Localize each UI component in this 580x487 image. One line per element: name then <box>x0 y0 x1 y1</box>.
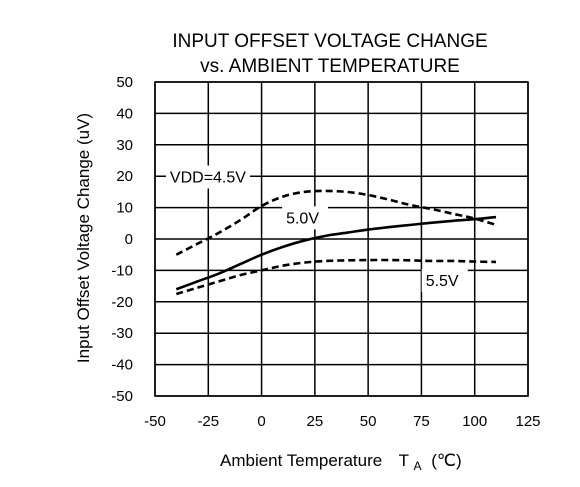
y-tick-label: -20 <box>111 294 133 311</box>
x-axis-unit: (℃) <box>431 451 461 470</box>
plot-area-frame <box>154 81 529 397</box>
y-tick-label: 0 <box>125 231 133 248</box>
y-tick-label: 40 <box>116 105 133 122</box>
x-tick-label: 50 <box>360 413 377 430</box>
series-labels: VDD=4.5V 5.0V 5.5V <box>165 165 468 293</box>
y-axis-label: Input Offset Voltage Change (uV) <box>74 113 93 363</box>
series-lines <box>175 189 497 296</box>
x-tick-labels: -50 -25 0 25 50 75 100 125 <box>144 413 540 430</box>
x-axis-subscript: A <box>413 459 421 473</box>
x-axis-label-text: Ambient Temperature <box>220 451 382 470</box>
series-label: VDD=4.5V <box>170 169 246 186</box>
y-tick-label: 10 <box>116 200 133 217</box>
x-axis-label: Ambient Temperature T A (℃) <box>220 451 462 474</box>
y-tick-label: 20 <box>116 168 133 185</box>
x-tick-label: 125 <box>515 413 540 430</box>
y-tick-label: -50 <box>111 388 133 405</box>
x-tick-label: 0 <box>257 413 265 430</box>
series-label: 5.0V <box>286 210 319 227</box>
series-line-5-5v <box>175 258 497 296</box>
grid <box>154 81 529 397</box>
series-line-5-0v <box>175 215 497 291</box>
series-label: 5.5V <box>426 273 459 290</box>
y-tick-labels: -50 -40 -30 -20 -10 0 10 20 30 40 50 <box>111 74 133 405</box>
series-label-bg <box>165 165 250 189</box>
x-tick-label: 25 <box>307 413 324 430</box>
y-tick-label: -40 <box>111 357 133 374</box>
chart-subtitle: vs. AMBIENT TEMPERATURE <box>200 56 460 77</box>
y-tick-label: -30 <box>111 325 133 342</box>
x-tick-label: 75 <box>413 413 430 430</box>
y-tick-label: 50 <box>116 74 133 91</box>
x-tick-label: -50 <box>144 413 166 430</box>
y-tick-label: 30 <box>116 137 133 154</box>
chart-title: INPUT OFFSET VOLTAGE CHANGE <box>172 31 488 52</box>
y-tick-label: -10 <box>111 262 133 279</box>
series-line-vdd-4-5v <box>175 189 497 256</box>
series-label-bg <box>421 269 468 293</box>
x-axis-symbol: T <box>399 451 409 470</box>
series-label-bg <box>282 206 329 230</box>
x-tick-label: -25 <box>197 413 219 430</box>
x-tick-label: 100 <box>462 413 487 430</box>
